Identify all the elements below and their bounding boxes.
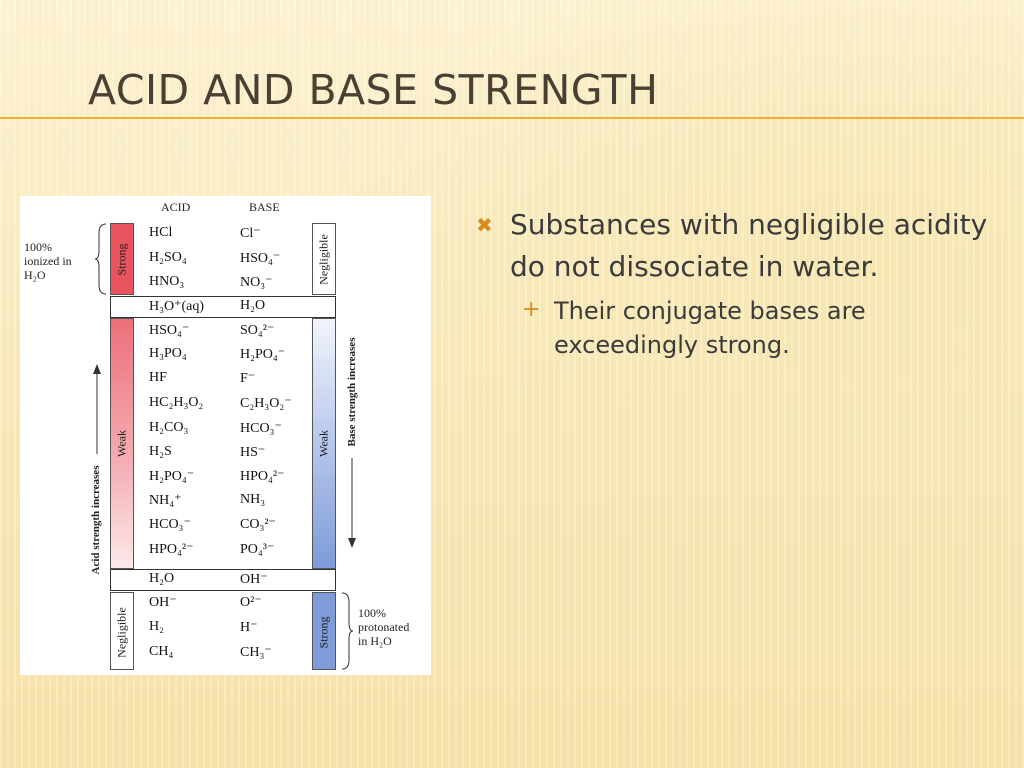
- acid-bar-strong: [110, 223, 134, 295]
- right-brace: [341, 592, 354, 670]
- base-formula: HSO₄⁻: [240, 251, 281, 266]
- base-formula: HCO₃⁻: [240, 421, 282, 436]
- base-formula: C₂H₃O₂⁻: [240, 396, 292, 411]
- base-formula: H⁻: [240, 620, 258, 635]
- base-formula: PO₄³⁻: [240, 542, 275, 557]
- base-formula: OH⁻: [240, 572, 268, 587]
- base-formula: CO₃²⁻: [240, 517, 276, 532]
- slide-title: Acid and Base Strength: [88, 66, 659, 114]
- acid-base-table: ACID BASE Strong Weak Negligible Negligi…: [20, 196, 431, 675]
- base-strength-label: Base strength increases: [346, 337, 358, 447]
- acid-formula: HPO₄²⁻: [149, 542, 194, 557]
- bullet-content: ✖ Substances with negligible acidity do …: [476, 204, 996, 362]
- base-bar-strong: [312, 592, 336, 670]
- acid-formula: H₂PO₄⁻: [149, 469, 195, 484]
- acid-bar-negligible: [110, 592, 134, 670]
- acid-formula: HNO₃: [149, 274, 185, 289]
- acid-formula: OH⁻: [149, 595, 177, 610]
- left-brace: [94, 223, 107, 295]
- acid-formula: HCO₃⁻: [149, 517, 191, 532]
- acid-formula: HF: [149, 370, 167, 385]
- sub-bullet: + Their conjugate bases are exceedingly …: [522, 294, 996, 362]
- acid-negligible-label: Negligible: [114, 607, 129, 658]
- protonated-note: 100% protonated in H₂O: [358, 606, 410, 648]
- base-formula: H₂PO₄⁻: [240, 347, 286, 362]
- base-header: BASE: [249, 200, 280, 214]
- acid-weak-label: Weak: [114, 429, 129, 458]
- base-formula: O²⁻: [240, 595, 262, 610]
- base-formula: H₂O: [240, 298, 266, 313]
- base-strength-arrow: [348, 458, 356, 548]
- base-strong-label: Strong: [316, 616, 331, 649]
- acid-strength-label: Acid strength increases: [90, 465, 102, 575]
- main-bullet: ✖ Substances with negligible acidity do …: [476, 204, 996, 288]
- title-rule: [0, 117, 1024, 119]
- acid-header: ACID: [161, 200, 191, 214]
- acid-formula: H₂: [149, 619, 164, 634]
- base-formula: SO₄²⁻: [240, 323, 275, 338]
- acid-formula: H₃PO₄: [149, 346, 187, 361]
- base-formula: F⁻: [240, 371, 256, 386]
- base-formula: Cl⁻: [240, 226, 261, 241]
- base-bar-weak: [312, 318, 336, 569]
- base-formula: CH₃⁻: [240, 645, 272, 660]
- plus-icon: +: [522, 297, 541, 322]
- acid-formula: HSO₄⁻: [149, 323, 190, 338]
- sub-bullet-text: Their conjugate bases are exceedingly st…: [554, 297, 866, 359]
- base-formula: NO₃⁻: [240, 275, 273, 290]
- base-formula: HS⁻: [240, 445, 266, 460]
- acid-formula: NH₄⁺: [149, 493, 182, 508]
- acid-strength-arrow: [93, 364, 101, 454]
- ionized-note: 100% ionized in H₂O: [24, 240, 72, 282]
- acid-formula: HCl: [149, 225, 173, 240]
- acid-bar-weak: [110, 318, 134, 569]
- base-formula: HPO₄²⁻: [240, 469, 285, 484]
- acid-formula: H₃O⁺(aq): [149, 299, 205, 314]
- acid-formula: HC₂H₃O₂: [149, 395, 204, 410]
- base-negligible-label: Negligible: [316, 234, 331, 285]
- hydronium-row-box: [110, 296, 336, 318]
- base-formula: NH₃: [240, 492, 266, 507]
- acid-formula: CH₄: [149, 644, 174, 659]
- main-bullet-text: Substances with negligible acidity do no…: [510, 208, 988, 283]
- water-row-box: [110, 569, 336, 591]
- acid-formula: H₂SO₄: [149, 250, 187, 265]
- x-mark-icon: ✖: [476, 213, 493, 237]
- acid-formula: H₂S: [149, 444, 172, 459]
- base-weak-label: Weak: [316, 429, 331, 458]
- base-bar-negligible: [312, 223, 336, 295]
- acid-formula: H₂O: [149, 571, 175, 586]
- acid-formula: H₂CO₃: [149, 420, 189, 435]
- acid-strong-label: Strong: [114, 243, 129, 276]
